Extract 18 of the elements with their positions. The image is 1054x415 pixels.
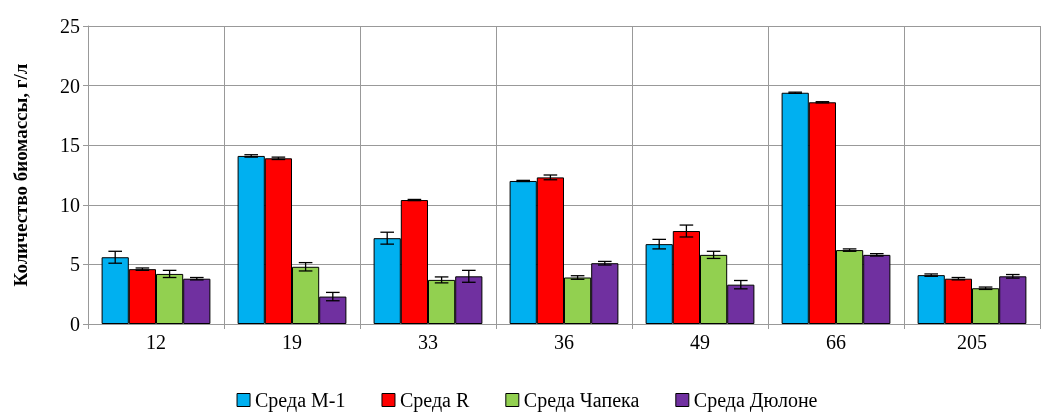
- y-tick-label: 10: [60, 193, 80, 216]
- y-tick-label: 0: [70, 313, 80, 335]
- legend-label: Среда М-1: [255, 389, 346, 412]
- y-axis-title: Количество биомассы, г/л: [10, 63, 31, 287]
- y-tick-label: 15: [60, 134, 80, 157]
- legend-label: Среда Чапека: [523, 389, 640, 412]
- x-tick-label: 19: [282, 331, 302, 353]
- x-tick-label: 33: [418, 331, 438, 353]
- x-tick-label: 12: [146, 331, 166, 353]
- x-tick-label: 66: [826, 331, 846, 353]
- x-tick-label: 36: [554, 331, 574, 353]
- x-tick-label: 49: [690, 331, 710, 353]
- legend-label: Среда Дюлоне: [693, 389, 818, 412]
- y-tick-label: 25: [60, 15, 80, 37]
- y-tick-label: 20: [60, 74, 80, 97]
- x-tick-label: 205: [957, 331, 987, 353]
- legend-label: Среда R: [399, 389, 470, 412]
- y-tick-label: 5: [70, 253, 80, 276]
